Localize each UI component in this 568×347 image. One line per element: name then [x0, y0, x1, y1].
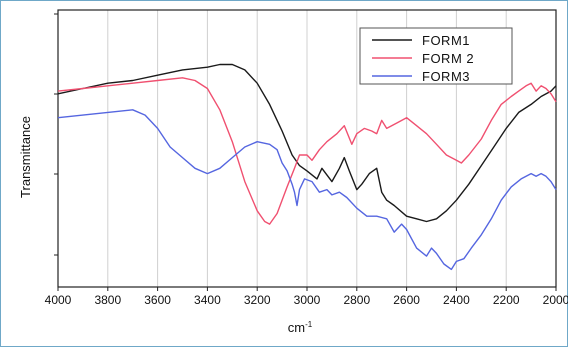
x-axis-label-exponent: -1 [305, 320, 313, 329]
series-line-form1 [57, 63, 557, 223]
x-tick-label: 2000 [543, 293, 568, 307]
x-tick-label: 4000 [45, 293, 72, 307]
legend-label-form1: FORM1 [422, 33, 470, 48]
legend-label-form2: FORM 2 [422, 51, 474, 66]
legend: FORM1 FORM 2 FORM3 [359, 27, 513, 85]
y-axis-label: Transmittance [18, 116, 33, 198]
legend-label-form3: FORM3 [422, 69, 470, 84]
x-tick-label: 3800 [94, 293, 121, 307]
y-axis-ticks [54, 13, 58, 256]
x-tick-label: 3200 [244, 293, 271, 307]
x-tick-label: 3000 [294, 293, 321, 307]
x-tick-label: 3400 [194, 293, 221, 307]
x-axis-label-unit: cm [288, 320, 305, 335]
x-tick-label: 2400 [443, 293, 470, 307]
legend-box [359, 27, 513, 85]
x-tick-label: 3600 [144, 293, 171, 307]
x-axis-label: cm-1 [288, 320, 313, 335]
x-tick-label: 2800 [343, 293, 370, 307]
series-line-form3 [57, 109, 557, 271]
x-tick-label: 2600 [393, 293, 420, 307]
series-lines [57, 63, 557, 271]
x-axis-ticks: 4000 3800 3600 3400 3200 3000 2800 2600 2400 2200… [45, 287, 568, 307]
x-tick-label: 2200 [493, 293, 520, 307]
series-line-form2 [57, 77, 557, 225]
